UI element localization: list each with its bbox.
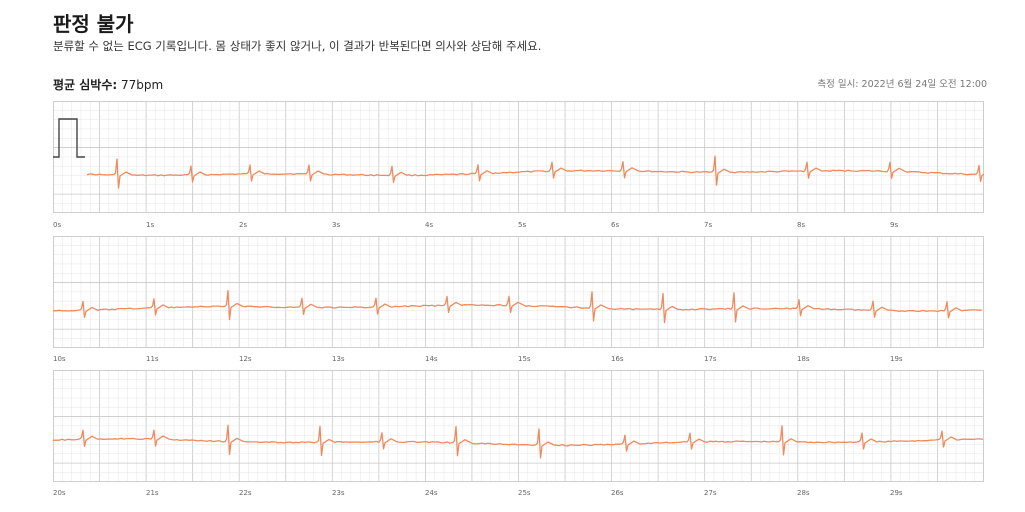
ecg-strip-1	[53, 101, 984, 213]
time-tick: 22s	[239, 489, 252, 497]
ecg-strip-3-chart	[53, 370, 984, 482]
time-tick: 18s	[797, 355, 810, 363]
calibration-pulse	[53, 118, 85, 158]
time-tick: 26s	[611, 489, 624, 497]
time-tick: 9s	[890, 221, 899, 229]
ecg-strip-2	[53, 236, 984, 348]
time-tick: 29s	[890, 489, 903, 497]
ecg-strip-2-time-axis: 10s 11s 12s 13s 14s 15s 16s 17s 18s 19s	[53, 355, 984, 367]
ecg-trace	[53, 289, 983, 324]
ecg-grid	[53, 370, 984, 482]
time-tick: 2s	[239, 221, 248, 229]
time-tick: 19s	[890, 355, 903, 363]
time-tick: 5s	[518, 221, 527, 229]
time-tick: 4s	[425, 221, 434, 229]
time-tick: 8s	[797, 221, 806, 229]
time-tick: 14s	[425, 355, 438, 363]
time-tick: 13s	[332, 355, 345, 363]
ecg-grid	[53, 236, 984, 348]
measurement-datetime: 측정 일시: 2022년 6월 24일 오전 12:00	[817, 79, 987, 90]
ecg-strip-2-chart	[53, 236, 984, 348]
ecg-trace	[86, 155, 984, 189]
result-title: 판정 불가	[53, 12, 134, 36]
ecg-strip-1-chart	[53, 101, 984, 213]
ecg-grid	[53, 101, 984, 213]
time-tick: 25s	[518, 489, 531, 497]
time-tick: 6s	[611, 221, 620, 229]
time-tick: 10s	[53, 355, 66, 363]
time-tick: 1s	[146, 221, 155, 229]
average-heart-rate-value: 77bpm	[121, 78, 164, 92]
time-tick: 0s	[53, 221, 62, 229]
time-tick: 20s	[53, 489, 66, 497]
ecg-strip-3-time-axis: 20s 21s 22s 23s 24s 25s 26s 27s 28s 29s	[53, 489, 984, 501]
time-tick: 11s	[146, 355, 159, 363]
average-heart-rate: 평균 심박수: 77bpm	[53, 76, 163, 93]
time-tick: 16s	[611, 355, 624, 363]
average-heart-rate-label: 평균 심박수:	[53, 78, 118, 92]
time-tick: 15s	[518, 355, 531, 363]
ecg-trace	[53, 424, 984, 459]
time-tick: 7s	[704, 221, 713, 229]
result-description: 분류할 수 없는 ECG 기록입니다. 몸 상태가 좋지 않거나, 이 결과가 …	[53, 39, 542, 53]
time-tick: 3s	[332, 221, 341, 229]
time-tick: 12s	[239, 355, 252, 363]
ecg-strip-3	[53, 370, 984, 482]
time-tick: 28s	[797, 489, 810, 497]
time-tick: 23s	[332, 489, 345, 497]
time-tick: 17s	[704, 355, 717, 363]
time-tick: 24s	[425, 489, 438, 497]
time-tick: 27s	[704, 489, 717, 497]
ecg-strip-1-time-axis: 0s 1s 2s 3s 4s 5s 6s 7s 8s 9s	[53, 221, 984, 233]
time-tick: 21s	[146, 489, 159, 497]
